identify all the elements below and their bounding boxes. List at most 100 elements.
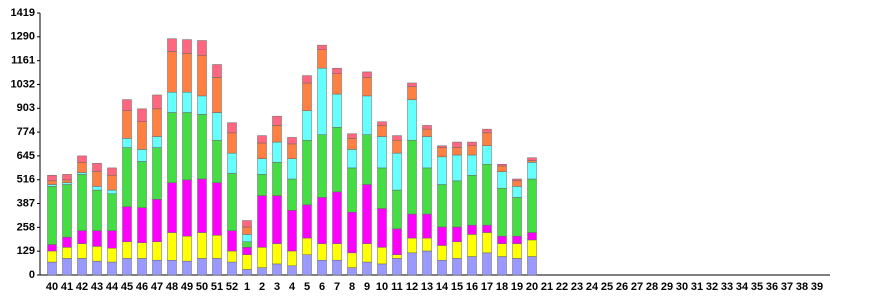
bar-segment: [137, 121, 147, 150]
bar-segment: [467, 141, 477, 147]
bar-segment: [347, 167, 357, 213]
bar-segment: [347, 149, 357, 169]
bar-segment: [362, 71, 372, 78]
bar-segment: [497, 187, 507, 237]
x-tick-label: 47: [151, 281, 163, 293]
x-tick-label: 49: [181, 281, 193, 293]
bar-segment: [137, 108, 147, 123]
bar-segment: [212, 182, 222, 236]
bar-segment: [287, 210, 297, 252]
bar-segment: [482, 163, 492, 226]
bar-segment: [212, 235, 222, 259]
bar-segment: [332, 127, 342, 193]
bar-segment: [482, 128, 492, 134]
bar-segment: [182, 260, 192, 276]
x-tick-label: 46: [136, 281, 148, 293]
bar-segment: [392, 228, 402, 255]
bar-segment: [227, 250, 237, 263]
bar-segment: [137, 207, 147, 243]
bar-segment: [287, 143, 297, 159]
bar-segment: [422, 128, 432, 137]
bar-segment: [272, 243, 282, 265]
bar-segment: [452, 180, 462, 228]
bar-segment: [122, 147, 132, 207]
bar-segment: [452, 147, 462, 156]
bar-segment: [452, 258, 462, 276]
bar-segment: [527, 162, 537, 180]
bar-segment: [392, 135, 402, 141]
bar-segment: [527, 160, 537, 163]
bar-segment: [287, 250, 297, 267]
bar-segment: [227, 152, 237, 174]
bar-segment: [347, 267, 357, 276]
bar-segment: [362, 77, 372, 97]
bar-segment: [272, 115, 282, 126]
bar-segment: [137, 258, 147, 276]
x-tick-label: 28: [646, 281, 658, 293]
bar-segment: [107, 261, 117, 276]
bar-segment: [527, 157, 537, 161]
x-tick-label: 16: [466, 281, 478, 293]
bar-segment: [212, 258, 222, 276]
y-tick-label: 1419: [11, 7, 35, 19]
bar-segment: [332, 93, 342, 128]
x-tick-label: 29: [661, 281, 673, 293]
bar-segment: [182, 112, 192, 181]
bar-segment: [332, 67, 342, 74]
bar-segment: [62, 174, 72, 181]
bar-segment: [377, 167, 387, 209]
bar-segment: [482, 224, 492, 233]
x-tick-label: 8: [349, 281, 355, 293]
bar-segment: [47, 180, 57, 185]
x-tick-label: 33: [721, 281, 733, 293]
bar-segment: [137, 161, 147, 208]
bar-segment: [452, 226, 462, 243]
bar-segment: [467, 154, 477, 176]
bar-segment: [242, 220, 252, 228]
bar-segment: [167, 91, 177, 113]
bar-segment: [92, 260, 102, 276]
bar-segment: [362, 261, 372, 276]
bar-segment: [302, 139, 312, 206]
bar-segment: [452, 154, 462, 182]
bar-segment: [197, 232, 207, 259]
x-tick-label: 22: [556, 281, 568, 293]
bar-segment: [377, 208, 387, 248]
bar-segment: [422, 125, 432, 130]
bar-segment: [377, 125, 387, 137]
y-tick-label: 129: [17, 245, 35, 257]
bar-segment: [257, 142, 267, 159]
bar-segment: [77, 174, 87, 231]
bar-segment: [47, 186, 57, 245]
bar-segment: [437, 184, 447, 228]
bar-segment: [272, 125, 282, 143]
bar-segment: [422, 213, 432, 239]
x-tick-label: 27: [631, 281, 643, 293]
x-tick-label: 17: [481, 281, 493, 293]
bar-segment: [197, 40, 207, 56]
x-tick-label: 48: [166, 281, 178, 293]
bar-segment: [152, 94, 162, 110]
bar-segment: [287, 265, 297, 276]
y-tick-label: 645: [17, 150, 35, 162]
bar-segment: [452, 141, 462, 148]
bar-segment: [47, 250, 57, 263]
y-tick-label: 774: [17, 126, 36, 138]
bar-segment: [122, 138, 132, 148]
bar-segment: [347, 252, 357, 268]
bar-segment: [242, 247, 252, 255]
y-tick-label: 1290: [11, 31, 35, 43]
bar-segment: [122, 110, 132, 139]
bar-segment: [347, 133, 357, 139]
bar-segment: [407, 252, 417, 276]
bar-segment: [167, 112, 177, 183]
bar-segment: [317, 259, 327, 276]
x-tick-label: 44: [106, 281, 119, 293]
bar-segment: [197, 55, 207, 97]
x-tick-label: 21: [541, 281, 553, 293]
bar-segment: [257, 135, 267, 144]
x-tick-label: 45: [121, 281, 133, 293]
bar-segment: [467, 175, 477, 226]
bar-segment: [167, 232, 177, 261]
bar-segment: [287, 137, 297, 145]
